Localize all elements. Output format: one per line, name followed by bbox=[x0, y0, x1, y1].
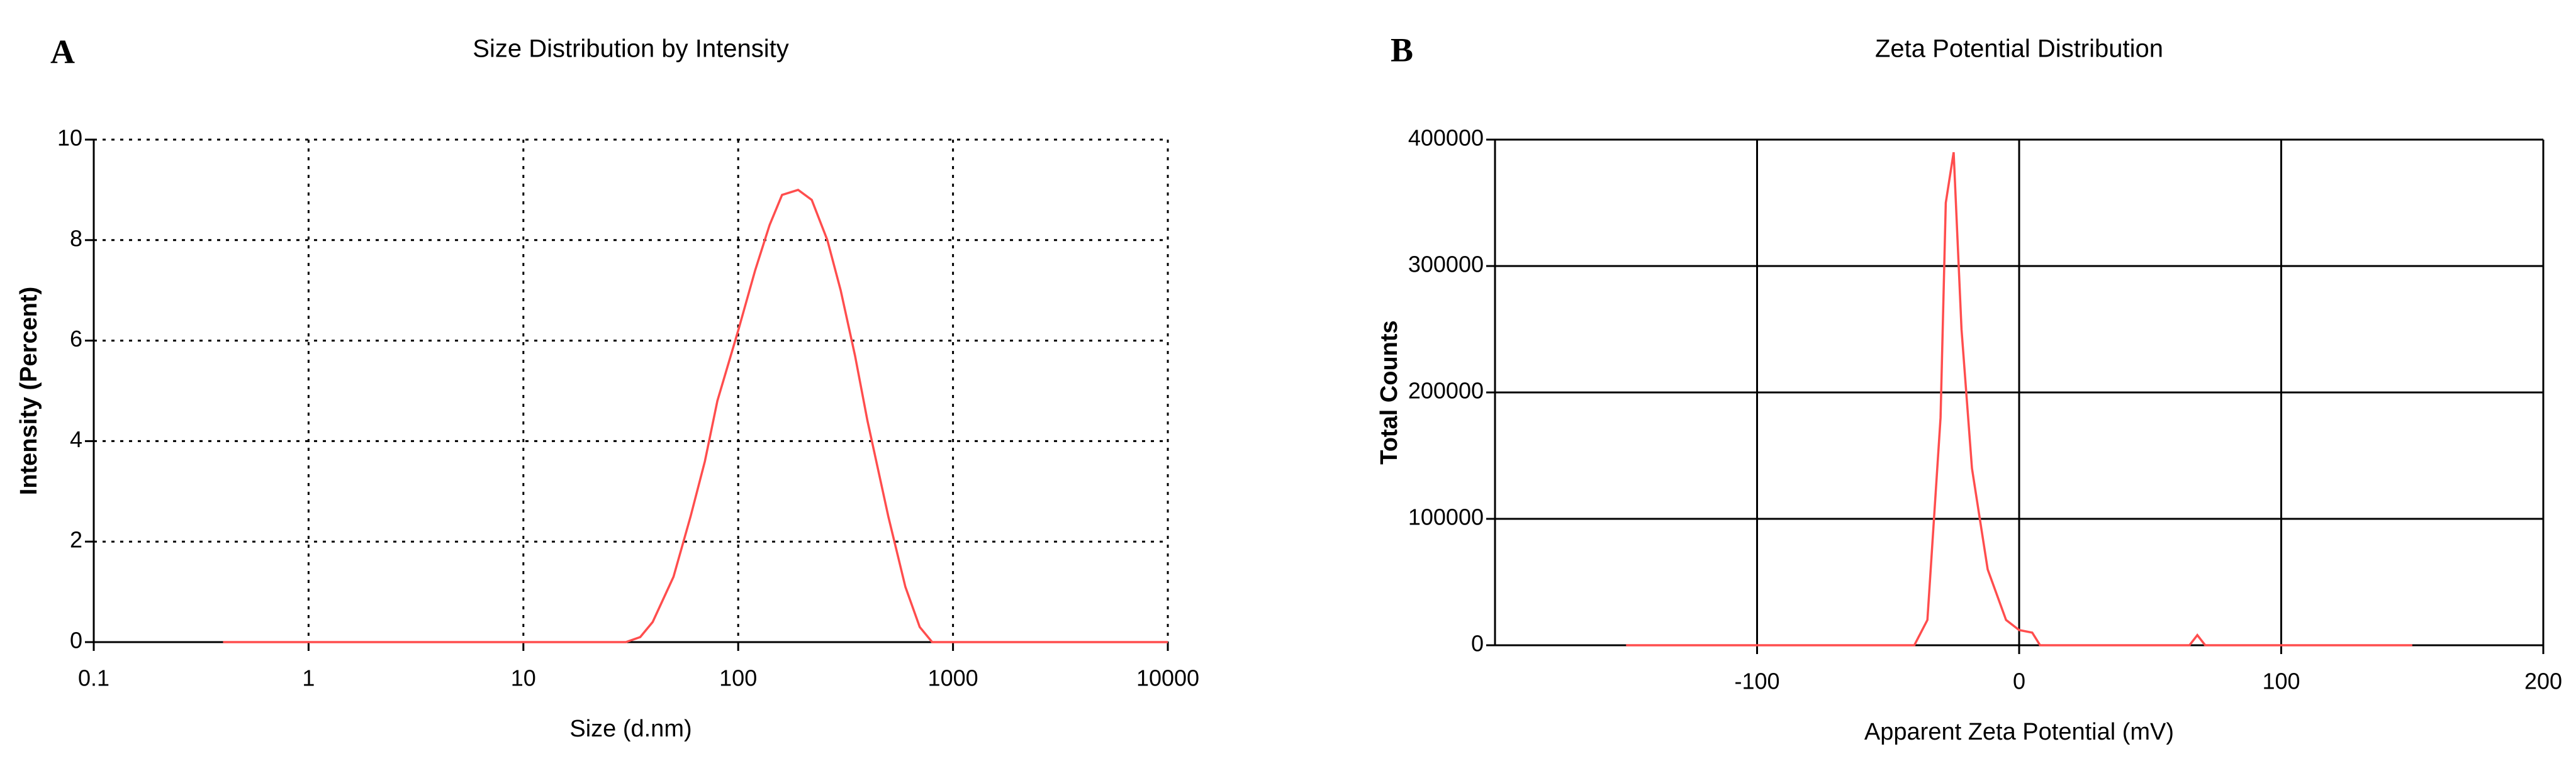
x-tick-label: 10000 bbox=[1136, 665, 1199, 691]
data-line bbox=[1626, 152, 2412, 647]
x-axis-label: Size (d.nm) bbox=[569, 716, 692, 742]
x-tick-label: 200 bbox=[2524, 669, 2562, 694]
chart-title: Zeta Potential Distribution bbox=[1875, 35, 2163, 63]
panel-label: A bbox=[50, 33, 75, 70]
x-tick-label: 0 bbox=[2013, 669, 2025, 694]
y-axis-label: Total Counts bbox=[1376, 320, 1403, 464]
panel-label: B bbox=[1391, 31, 1413, 69]
x-tick-label: -100 bbox=[1734, 669, 1779, 694]
y-tick-label: 400000 bbox=[1408, 125, 1484, 151]
x-tick-label: 100 bbox=[2262, 669, 2300, 694]
y-tick-label: 2 bbox=[70, 527, 82, 553]
y-axis-label: Intensity (Percent) bbox=[16, 287, 42, 496]
x-tick-label: 0.1 bbox=[78, 665, 109, 691]
y-tick-label: 100000 bbox=[1408, 504, 1484, 530]
y-tick-label: 0 bbox=[70, 628, 82, 653]
y-tick-label: 200000 bbox=[1408, 378, 1484, 404]
x-axis-label: Apparent Zeta Potential (mV) bbox=[1864, 719, 2174, 745]
y-tick-label: 8 bbox=[70, 225, 82, 251]
y-tick-label: 0 bbox=[1471, 631, 1484, 657]
x-tick-label: 10 bbox=[511, 665, 536, 691]
data-line bbox=[223, 188, 1168, 643]
x-tick-label: 1 bbox=[302, 665, 315, 691]
y-tick-label: 10 bbox=[57, 125, 82, 151]
chart-title: Size Distribution by Intensity bbox=[473, 35, 788, 63]
y-tick-label: 300000 bbox=[1408, 252, 1484, 277]
y-tick-label: 6 bbox=[70, 326, 82, 352]
y-tick-label: 4 bbox=[70, 426, 82, 452]
x-tick-label: 100 bbox=[719, 665, 757, 691]
x-tick-label: 1000 bbox=[928, 665, 978, 691]
